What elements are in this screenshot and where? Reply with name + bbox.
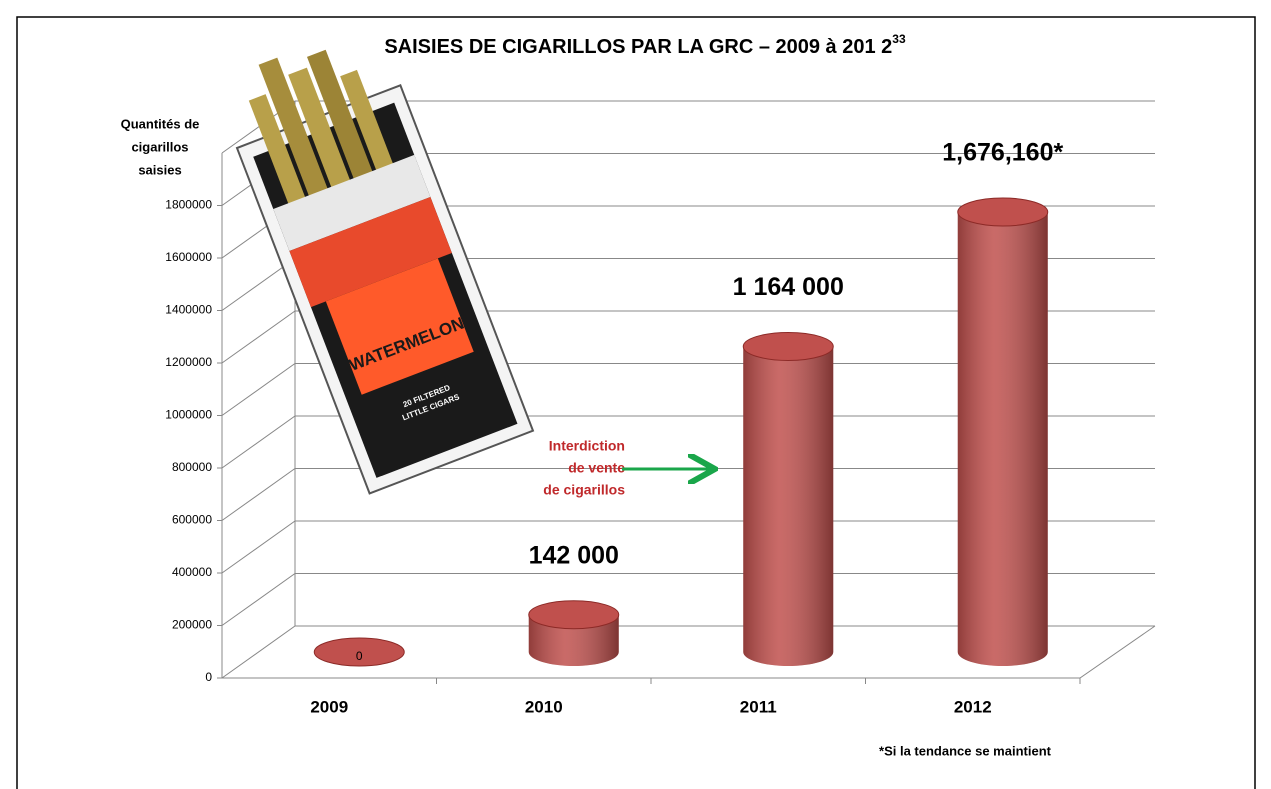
y-tick-label: 800000 <box>172 460 212 474</box>
chart-title: SAISIES DE CIGARILLOS PAR LA GRC – 2009 … <box>384 32 906 58</box>
y-tick-label: 400000 <box>172 565 212 579</box>
y-tick-label: 0 <box>205 670 212 684</box>
y-axis-label: cigarillos <box>131 139 188 154</box>
grid-line <box>221 310 1155 364</box>
pack-image: WATERMELON 20 FILTERED LITTLE CIGARS <box>235 49 535 495</box>
frame <box>16 16 1256 789</box>
value-label: 1 164 000 <box>733 273 844 301</box>
value-label: 0 <box>356 649 363 663</box>
annotation: Interdiction <box>549 438 625 454</box>
y-tick-label: 1400000 <box>165 303 212 317</box>
grid-line <box>221 625 1155 679</box>
bar-shade <box>957 212 1048 666</box>
grid-line <box>221 363 1155 416</box>
value-label: 142 000 <box>529 541 619 569</box>
bar-top <box>313 637 405 667</box>
y-axis-label: Quantités de <box>121 116 200 131</box>
footnote: *Si la tendance se maintient <box>879 743 1052 758</box>
x-tick-label: 2012 <box>954 697 992 716</box>
grid-line <box>221 468 1155 521</box>
x-tick-label: 2009 <box>310 697 348 716</box>
x-tick-label: 2011 <box>740 697 777 716</box>
x-tick-label: 2010 <box>525 697 563 716</box>
bar-shade <box>528 614 619 666</box>
bar-top <box>528 600 620 630</box>
y-tick-label: 1800000 <box>165 198 212 212</box>
y-tick-label: 1000000 <box>165 408 212 422</box>
y-tick-label: 200000 <box>172 618 212 632</box>
annotation: de cigarillos <box>543 482 625 498</box>
grid-line <box>221 573 1155 626</box>
bar-shade <box>743 346 834 666</box>
annotation: de vente <box>568 460 625 476</box>
grid-line <box>221 415 1155 469</box>
plot: 0 200000 400000 600000 800000 1000000 1200000 1… <box>165 100 1156 716</box>
y-tick-label: 1600000 <box>165 250 212 264</box>
grid-line <box>221 520 1155 574</box>
y-axis-label: saisies <box>138 162 181 177</box>
bar-top <box>742 331 834 361</box>
y-tick-label: 1200000 <box>165 355 212 369</box>
value-label: 1,676,160* <box>942 139 1063 167</box>
bar-top <box>957 197 1049 227</box>
y-tick-label: 600000 <box>172 513 212 527</box>
